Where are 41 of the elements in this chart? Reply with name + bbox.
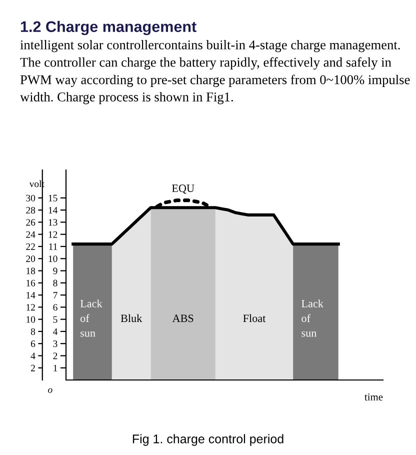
y2-tick-label: 8 [30, 328, 36, 335]
chart-subtitle: intelligent solar controllercontains built-in 4-stage charge management. The controller can charge the battery rapidly, effectively and safely in PWM way according to pre-set charge parameters from 0~100% impulse width. Charge process is shown in Fig1. [20, 40, 410, 104]
y-tick-label: 1 [54, 364, 58, 372]
y2-tick-label: 16 [26, 280, 36, 286]
y2-tick-label: 2 [31, 364, 35, 372]
series-label: ABS [172, 314, 194, 322]
y-tick-label: 12 [48, 231, 58, 238]
series-label: Lack of sun [80, 300, 102, 337]
x-axis-title: time [364, 394, 383, 401]
y-tick-label: 15 [48, 194, 58, 202]
y2-tick-label: 6 [31, 340, 36, 348]
y2-tick-label: 30 [26, 194, 36, 202]
y-tick-label: 7 [53, 292, 58, 298]
y2-tick-label: 26 [26, 219, 36, 226]
series-label: Lack of sun [302, 300, 324, 337]
y-tick-label: 8 [53, 280, 58, 286]
y-tick-label: 6 [53, 304, 58, 311]
y-tick-label: 4 [52, 328, 58, 335]
y-tick-label: 11 [49, 243, 58, 250]
chart-title: 1.2 Charge management [20, 20, 196, 36]
y-tick-label: 14 [48, 207, 58, 214]
caption: Fig 1. charge control period [132, 434, 284, 446]
y2-tick-label: 24 [26, 231, 36, 238]
y2-tick-label: 28 [26, 206, 36, 214]
y-tick-label: 13 [48, 219, 58, 226]
y2-tick-label: 20 [26, 256, 36, 262]
y-tick-label: 10 [48, 256, 58, 262]
series-label: EQU [172, 184, 194, 194]
y-tick-label: 3 [53, 340, 58, 348]
y2-tick-label: 4 [30, 352, 36, 360]
y-tick-label: 2 [53, 352, 58, 360]
y2-tick-label: 14 [26, 292, 36, 298]
y-tick-label: 9 [53, 268, 58, 274]
y2-tick-label: 18 [26, 268, 36, 274]
y2-tick-label: 12 [26, 304, 35, 311]
y2-tick-label: 22 [26, 243, 35, 250]
y-tick-label: 5 [53, 316, 58, 323]
text: o [48, 388, 52, 393]
series-label: Bluk [120, 314, 142, 322]
y2-tick-label: 10 [26, 316, 36, 323]
series-label: Float [243, 314, 266, 322]
